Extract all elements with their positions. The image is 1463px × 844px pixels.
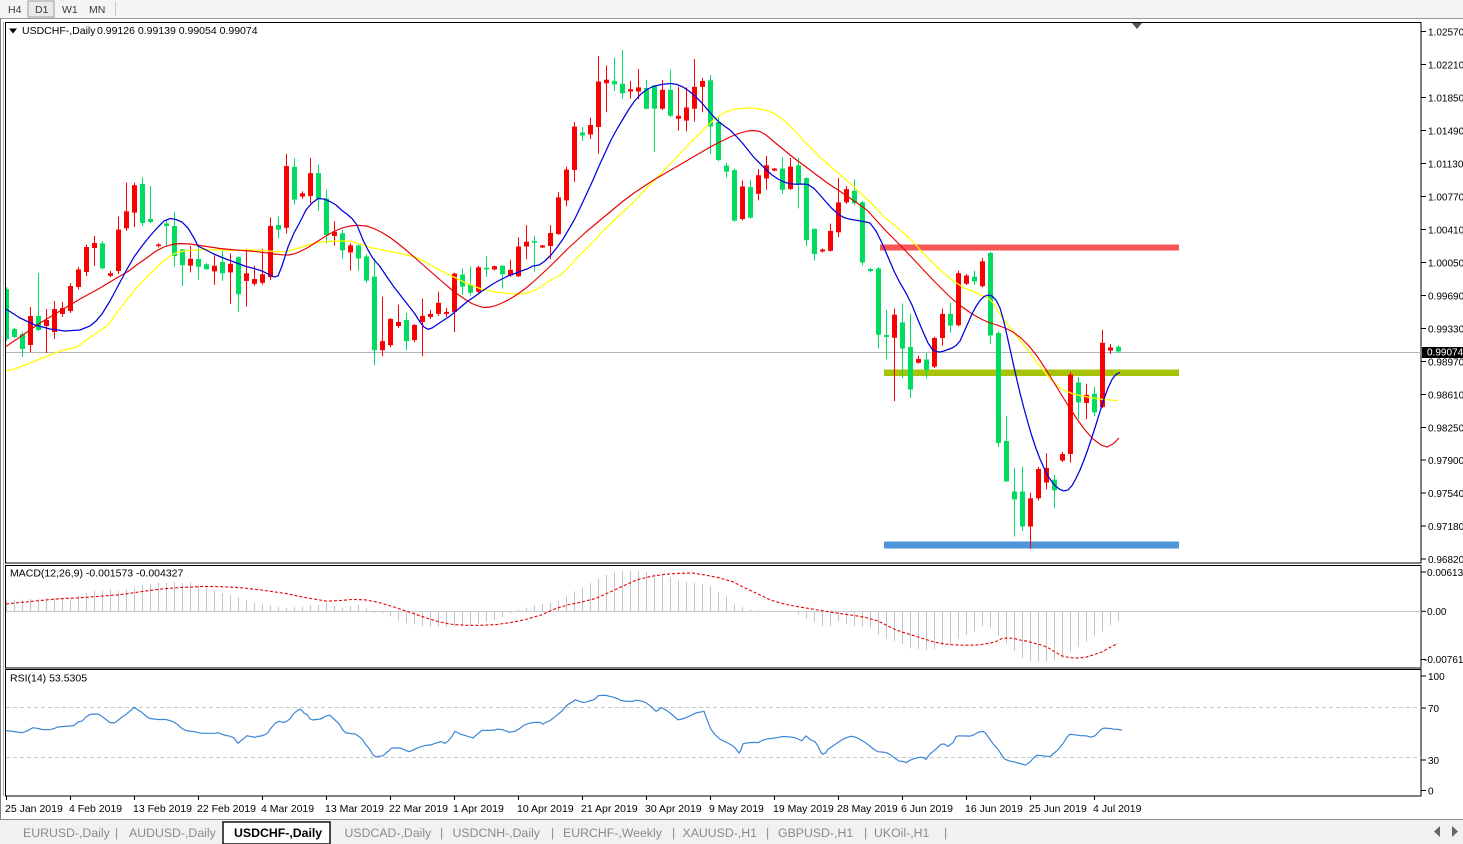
svg-text:MN: MN <box>89 4 105 16</box>
svg-text:0.98970: 0.98970 <box>1428 357 1463 368</box>
svg-text:100: 100 <box>1428 672 1445 683</box>
svg-text:22 Feb 2019: 22 Feb 2019 <box>197 803 256 815</box>
svg-text:0.97180: 0.97180 <box>1428 522 1463 533</box>
svg-text:9 May 2019: 9 May 2019 <box>709 803 764 815</box>
svg-text:EURUSD-,Daily: EURUSD-,Daily <box>23 826 111 840</box>
svg-text:MACD(12,26,9) -0.001573 -0.004: MACD(12,26,9) -0.001573 -0.004327 <box>10 568 184 580</box>
svg-text:D1: D1 <box>35 4 49 16</box>
svg-text:|: | <box>944 826 947 840</box>
svg-text:|: | <box>864 826 867 840</box>
svg-text:4 Feb 2019: 4 Feb 2019 <box>69 803 122 815</box>
svg-text:21 Apr 2019: 21 Apr 2019 <box>581 803 638 815</box>
svg-text:|: | <box>440 826 443 840</box>
svg-text:0.99126 0.99139 0.99054 0.9907: 0.99126 0.99139 0.99054 0.99074 <box>97 25 258 37</box>
svg-text:1.02210: 1.02210 <box>1428 60 1463 71</box>
svg-text:1.00410: 1.00410 <box>1428 225 1463 236</box>
svg-text:USDCNH-,Daily: USDCNH-,Daily <box>453 826 541 840</box>
svg-text:EURCHF-,Weekly: EURCHF-,Weekly <box>563 826 663 840</box>
svg-text:0.00613: 0.00613 <box>1427 568 1463 579</box>
svg-text:28 May 2019: 28 May 2019 <box>837 803 898 815</box>
svg-text:1.02570: 1.02570 <box>1428 27 1463 38</box>
svg-text:16 Jun 2019: 16 Jun 2019 <box>965 803 1023 815</box>
svg-text:0.99074: 0.99074 <box>1427 348 1463 359</box>
svg-text:0.98250: 0.98250 <box>1428 423 1463 434</box>
svg-text:13 Feb 2019: 13 Feb 2019 <box>133 803 192 815</box>
svg-text:XAUUSD-,H1: XAUUSD-,H1 <box>683 826 758 840</box>
svg-text:1.01850: 1.01850 <box>1428 93 1463 104</box>
svg-text:6 Jun 2019: 6 Jun 2019 <box>901 803 953 815</box>
svg-text:-0.007612: -0.007612 <box>1424 655 1463 666</box>
svg-text:1.00770: 1.00770 <box>1428 192 1463 203</box>
svg-text:4 Mar 2019: 4 Mar 2019 <box>261 803 314 815</box>
svg-text:13 Mar 2019: 13 Mar 2019 <box>325 803 384 815</box>
svg-text:10 Apr 2019: 10 Apr 2019 <box>517 803 574 815</box>
svg-text:UKOil-,H1: UKOil-,H1 <box>874 826 930 840</box>
svg-text:0: 0 <box>1428 786 1434 797</box>
svg-text:0.96820: 0.96820 <box>1428 555 1463 566</box>
svg-text:|: | <box>672 826 675 840</box>
svg-text:4 Jul 2019: 4 Jul 2019 <box>1093 803 1142 815</box>
svg-text:0.99690: 0.99690 <box>1428 291 1463 302</box>
svg-text:0.97540: 0.97540 <box>1428 489 1463 500</box>
svg-text:RSI(14) 53.5305: RSI(14) 53.5305 <box>10 673 87 685</box>
svg-text:|: | <box>766 826 769 840</box>
svg-text:|: | <box>551 826 554 840</box>
svg-text:1.00050: 1.00050 <box>1428 258 1463 269</box>
svg-text:1.01130: 1.01130 <box>1428 159 1463 170</box>
svg-text:H4: H4 <box>8 4 22 16</box>
svg-text:0.98610: 0.98610 <box>1428 390 1463 401</box>
svg-text:USDCHF-,Daily: USDCHF-,Daily <box>22 25 96 37</box>
svg-text:70: 70 <box>1428 704 1440 715</box>
svg-text:0.99330: 0.99330 <box>1428 324 1463 335</box>
svg-text:1 Apr 2019: 1 Apr 2019 <box>453 803 504 815</box>
svg-text:USDCHF-,Daily: USDCHF-,Daily <box>234 826 322 840</box>
svg-text:0.00: 0.00 <box>1427 607 1447 618</box>
svg-text:30: 30 <box>1428 756 1440 767</box>
svg-text:30 Apr 2019: 30 Apr 2019 <box>645 803 702 815</box>
svg-text:25 Jan 2019: 25 Jan 2019 <box>5 803 63 815</box>
svg-text:|: | <box>115 826 118 840</box>
svg-text:0.97900: 0.97900 <box>1428 456 1463 467</box>
svg-text:USDCAD-,Daily: USDCAD-,Daily <box>345 826 433 840</box>
svg-text:19 May 2019: 19 May 2019 <box>773 803 834 815</box>
svg-text:GBPUSD-,H1: GBPUSD-,H1 <box>778 826 853 840</box>
svg-text:25 Jun 2019: 25 Jun 2019 <box>1029 803 1087 815</box>
svg-text:1.01490: 1.01490 <box>1428 126 1463 137</box>
svg-text:W1: W1 <box>62 4 78 16</box>
svg-text:22 Mar 2019: 22 Mar 2019 <box>389 803 448 815</box>
svg-text:AUDUSD-,Daily: AUDUSD-,Daily <box>129 826 217 840</box>
